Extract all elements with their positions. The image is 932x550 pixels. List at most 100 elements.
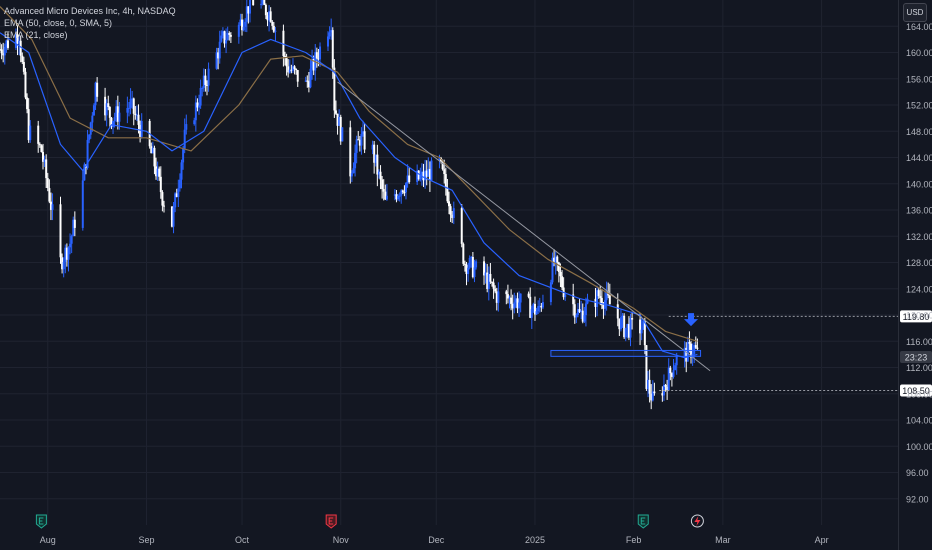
candle-up [304, 80, 307, 82]
time-tick-label: Dec [428, 535, 445, 545]
candle-up [113, 117, 116, 122]
candle-down [403, 192, 406, 194]
earnings-icon[interactable] [35, 514, 47, 529]
candle-up [621, 315, 624, 318]
candle-up [245, 6, 248, 22]
candle-down [73, 219, 76, 228]
price-tick-label: 152.00 [906, 101, 932, 111]
earnings-icon[interactable] [637, 514, 649, 529]
candle-up [69, 243, 72, 248]
candle-down [0, 49, 1, 51]
candle-up [92, 105, 95, 116]
candle-up [626, 324, 629, 328]
candle-down [643, 320, 646, 346]
candle-down [511, 303, 514, 309]
candle-down [401, 190, 404, 193]
event-lightning-icon[interactable] [690, 514, 704, 528]
candle-down [623, 315, 626, 338]
candle-down [266, 15, 269, 21]
candle-down [556, 256, 559, 263]
candle-up [330, 30, 333, 33]
candle-up [619, 317, 622, 330]
candle-down [46, 178, 49, 189]
candle-up [174, 193, 177, 208]
candle-up [350, 173, 353, 177]
time-tick-label: Aug [40, 535, 56, 545]
candle-up [3, 46, 6, 56]
candle-up [416, 170, 419, 183]
price-tick-label: 124.00 [906, 284, 932, 294]
earnings-red-icon[interactable] [325, 514, 337, 529]
candle-up [393, 194, 396, 196]
time-tick-label: Sep [138, 535, 154, 545]
candle-up [397, 195, 400, 200]
candle-down [6, 40, 9, 48]
candle-down [223, 31, 226, 44]
candle-down [441, 161, 444, 170]
candle-down [315, 52, 318, 59]
candle-up [468, 257, 471, 268]
lightning-ring [690, 514, 704, 528]
candle-up [596, 290, 599, 307]
candle-up [201, 87, 204, 89]
candle-up [202, 75, 205, 88]
candle-up [362, 131, 365, 135]
candle-down [96, 82, 99, 97]
ema21-legend[interactable]: EMA (21, close) [4, 30, 68, 40]
candle-up [467, 267, 470, 275]
candle-down [495, 291, 498, 303]
price-tick-label: 148.00 [906, 127, 932, 137]
candle-down [581, 310, 584, 322]
candle-up [341, 127, 344, 142]
candle-down [379, 171, 382, 180]
candle-down [349, 127, 352, 177]
ema50-legend[interactable]: EMA (50, close, 0, SMA, 5) [4, 18, 113, 28]
candle-down [272, 25, 275, 32]
candle-down [61, 257, 64, 270]
candle-down [490, 281, 493, 283]
candle-down [465, 264, 468, 275]
candle-down [648, 379, 651, 394]
candle-down [650, 393, 653, 401]
candle-down [264, 4, 267, 16]
candle-down [334, 110, 337, 114]
candle-up [400, 190, 403, 196]
price-tick-label: 128.00 [906, 258, 932, 268]
candle-up [291, 66, 294, 71]
price-tick-label: 100.00 [906, 442, 932, 452]
price-tick-label: 116.00 [906, 337, 932, 347]
candle-down [408, 175, 411, 183]
price-tick-label: 92.00 [906, 494, 929, 504]
candle-up [484, 272, 487, 276]
candle-up [131, 98, 134, 100]
candle-up [377, 171, 380, 175]
candle-down [205, 84, 208, 86]
candle-up [564, 294, 567, 298]
candle-up [538, 305, 541, 307]
candle-down [312, 59, 315, 71]
time-axis: Aug Sep Oct Nov Dec 2025 Feb Mar Apr [40, 535, 829, 545]
price-tick-label: 164.00 [906, 22, 932, 32]
candle-down [529, 296, 532, 318]
candle-down [489, 273, 492, 282]
candle-up [220, 35, 223, 42]
time-tick-label: Mar [715, 535, 731, 545]
candle-up [178, 179, 181, 189]
currency-button[interactable]: USD [903, 3, 927, 22]
candle-down [49, 201, 52, 210]
candle-down [170, 206, 173, 227]
candle-down [241, 19, 244, 31]
candle-down [533, 303, 536, 315]
candle-down [527, 293, 530, 297]
candle-down [382, 189, 385, 192]
candle-up [584, 303, 587, 316]
price-tick-label: 140.00 [906, 179, 932, 189]
candle-down [263, 0, 266, 5]
candle-up [405, 182, 408, 193]
candle-down [108, 107, 111, 118]
candle-up [112, 121, 115, 127]
candle-up [551, 257, 554, 283]
candle-down [307, 81, 310, 88]
candle-down [395, 194, 398, 200]
